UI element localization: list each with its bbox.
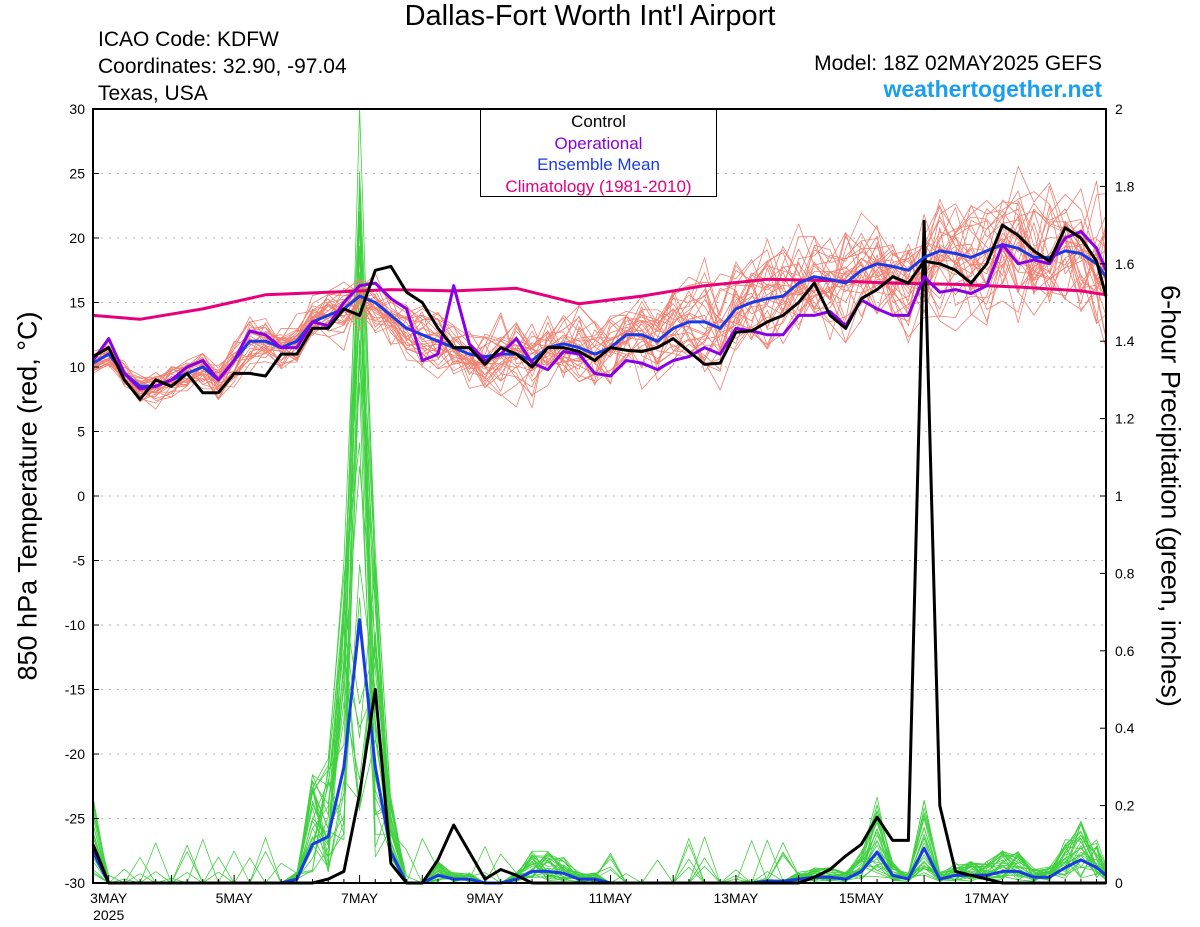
temp-operational-line <box>91 230 1108 391</box>
precip-member-line <box>92 601 1107 884</box>
legend-item-operational: Operational <box>554 133 643 153</box>
right-tick-label: 1 <box>1115 488 1123 504</box>
right-tick-label: 2 <box>1115 101 1123 117</box>
right-tick-label: 0.8 <box>1115 565 1135 581</box>
precip-member-line <box>92 349 1107 884</box>
legend-item-ensemble-mean: Ensemble Mean <box>537 155 660 174</box>
left-tick-label: 0 <box>77 488 85 504</box>
precip-member-line <box>92 465 1107 884</box>
precip-member-line <box>92 442 1107 884</box>
grid-lines <box>93 173 1106 819</box>
x-tick-label: 11MAY <box>589 890 633 906</box>
x-tick-label: 15MAY <box>839 890 885 906</box>
coordinates: Coordinates: 32.90, -97.04 <box>98 55 347 78</box>
left-tick-label: -20 <box>65 746 85 762</box>
precip-member-line <box>92 631 1107 884</box>
right-tick-label: 1.6 <box>1115 256 1135 272</box>
temp-ensemble-mean-line <box>92 243 1108 388</box>
right-tick-label: 0.2 <box>1115 798 1135 814</box>
temp-member-line <box>92 191 1107 390</box>
main-series <box>91 219 1108 885</box>
temp-member-line <box>92 208 1107 390</box>
precip-member-line <box>92 563 1107 884</box>
left-y-axis: 30 25 20 15 10 5 0 -5 -10 -15 -20 -25 -30 <box>65 101 99 891</box>
climatology-line <box>92 277 1107 321</box>
precip-control-line <box>91 219 1106 885</box>
right-tick-label: 0.6 <box>1115 643 1135 659</box>
left-tick-label: -25 <box>65 811 85 827</box>
precip-member-line <box>92 658 1107 884</box>
precip-member-line <box>92 189 1107 884</box>
precip-member-line <box>92 657 1107 884</box>
precip-member-line <box>92 211 1107 884</box>
precip-member-line <box>92 219 1107 884</box>
left-tick-label: 25 <box>69 166 85 182</box>
temp-member-line <box>92 219 1107 387</box>
right-axis-title: 6-hour Precipitation (green, inches) <box>1155 285 1186 707</box>
precip-member-line <box>92 646 1107 884</box>
x-tick-label: 17MAY <box>964 890 1010 906</box>
left-tick-label: -15 <box>65 682 85 698</box>
precip-ensemble-members <box>92 108 1107 884</box>
x-tick-label: 7MAY <box>341 890 379 906</box>
temp-member-line <box>92 210 1107 401</box>
x-tick-label: 9MAY <box>466 890 504 906</box>
left-tick-label: -5 <box>73 553 86 569</box>
precip-member-line <box>92 564 1107 884</box>
icao-code: ICAO Code: KDFW <box>98 28 279 51</box>
model-run: Model: 18Z 02MAY2025 GEFS <box>814 52 1102 75</box>
left-tick-label: 15 <box>69 295 85 311</box>
left-tick-label: -30 <box>65 875 85 891</box>
precip-member-line <box>92 315 1107 884</box>
precip-member-line <box>92 216 1107 884</box>
x-tick-label: 3MAY <box>90 890 128 906</box>
left-tick-label: 20 <box>69 230 85 246</box>
legend-item-control: Control <box>571 112 626 131</box>
right-tick-label: 0 <box>1115 875 1123 891</box>
x-tick-sublabel: 2025 <box>93 907 124 923</box>
precip-ensemble-mean-line <box>91 618 1107 885</box>
precip-member-line <box>92 597 1107 884</box>
temp-member-line <box>92 224 1107 403</box>
temp-member-line <box>92 219 1107 393</box>
right-y-axis: 2 1.8 1.6 1.4 1.2 1 0.8 0.6 0.4 0.2 0 <box>1100 101 1135 891</box>
legend-item-climatology: Climatology (1981-2010) <box>505 176 692 196</box>
precip-member-line <box>92 627 1107 884</box>
plot-frame <box>92 108 1107 884</box>
left-tick-label: 5 <box>77 424 85 440</box>
precip-member-line <box>92 358 1107 884</box>
precip-member-line <box>92 339 1107 884</box>
temp-member-line <box>92 203 1107 398</box>
right-tick-label: 1.2 <box>1115 411 1135 427</box>
page-title: Dallas-Fort Worth Int'l Airport <box>404 0 776 32</box>
temp-member-line <box>92 185 1107 397</box>
precip-member-line <box>92 171 1107 884</box>
precip-member-line <box>92 108 1107 884</box>
right-tick-label: 1.8 <box>1115 178 1135 194</box>
legend: Control Operational Ensemble Mean Climat… <box>480 109 717 197</box>
precip-member-line <box>92 382 1107 884</box>
precip-member-line <box>92 290 1107 884</box>
temp-member-line <box>92 220 1107 397</box>
left-tick-label: -10 <box>65 617 85 633</box>
x-tick-label: 13MAY <box>713 890 759 906</box>
right-tick-label: 1.4 <box>1115 333 1135 349</box>
site-link[interactable]: weathertogether.net <box>883 76 1102 102</box>
region: Texas, USA <box>98 82 208 105</box>
precip-member-line <box>92 637 1107 884</box>
right-tick-label: 0.4 <box>1115 720 1135 736</box>
temp-control-line <box>92 223 1108 401</box>
left-tick-label: 10 <box>69 359 85 375</box>
x-tick-label: 5MAY <box>216 890 254 906</box>
left-axis-title: 850 hPa Temperature (red, °C) <box>12 311 43 681</box>
temp-member-line <box>92 198 1107 400</box>
left-tick-label: 30 <box>69 101 85 117</box>
temp-member-line <box>92 208 1107 392</box>
temp-member-line <box>92 204 1107 397</box>
